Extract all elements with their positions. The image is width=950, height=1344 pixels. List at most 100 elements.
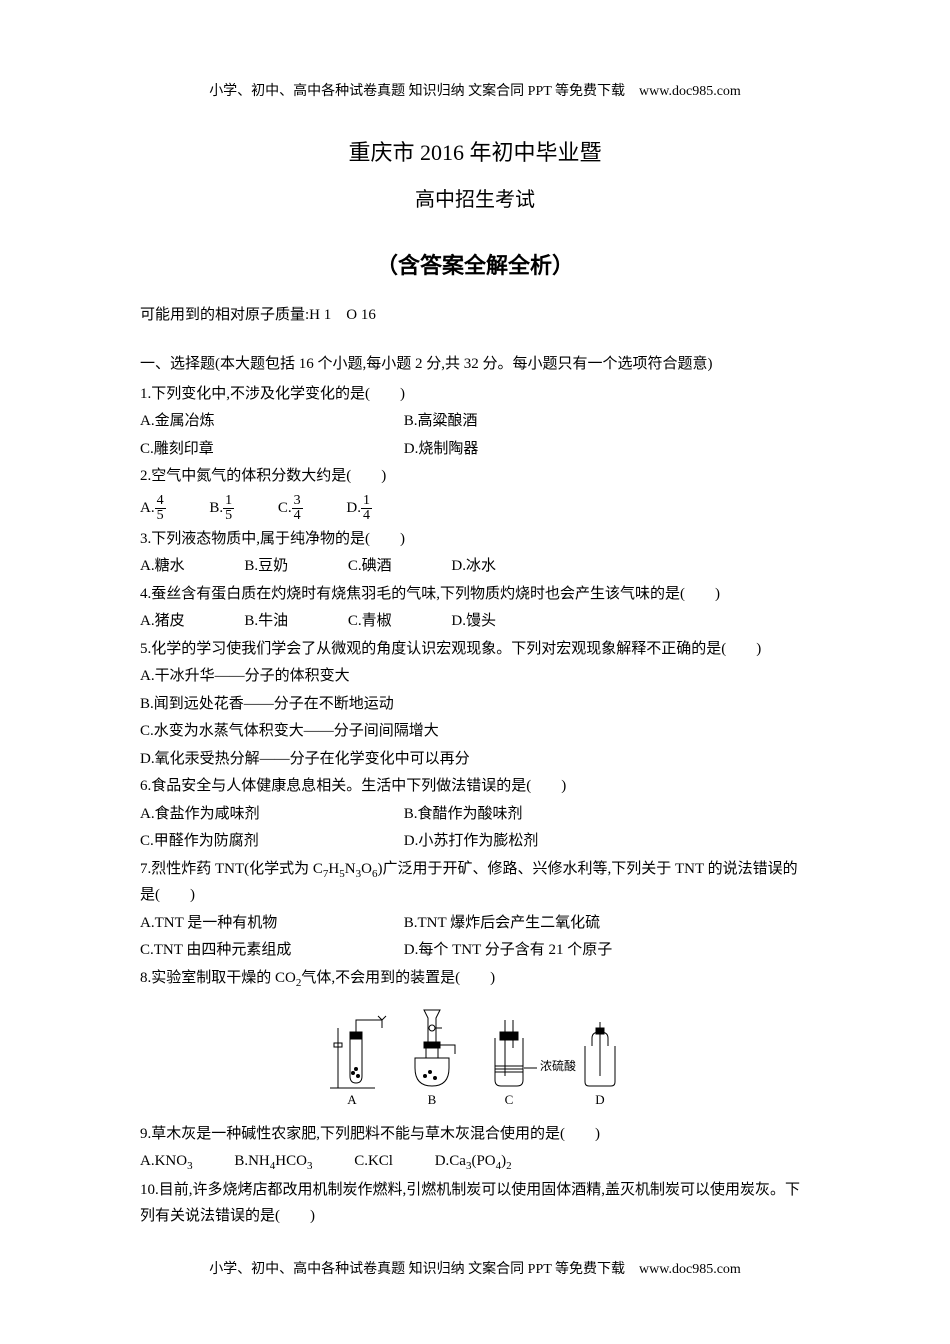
title-line-2: 高中招生考试 bbox=[140, 183, 810, 217]
q2-optD-frac: 14 bbox=[361, 494, 372, 523]
q1-optA: A.金属冶炼 bbox=[140, 409, 400, 435]
q8-stem: 8.实验室制取干燥的 CO2气体,不会用到的装置是( ) bbox=[140, 966, 810, 993]
q2-optD-den: 4 bbox=[361, 509, 372, 523]
q9-optA-text: A.KNO bbox=[140, 1153, 187, 1169]
q2-optA-den: 5 bbox=[155, 509, 166, 523]
q5-optC: C.水变为水蒸气体积变大——分子间间隔增大 bbox=[140, 719, 810, 745]
q1-optC: C.雕刻印章 bbox=[140, 437, 400, 463]
q2-optB-num: 1 bbox=[223, 494, 234, 509]
q7-options-row1: A.TNT 是一种有机物 B.TNT 爆炸后会产生二氧化硫 bbox=[140, 911, 810, 937]
q6-options-row1: A.食盐作为咸味剂 B.食醋作为酸味剂 bbox=[140, 802, 810, 828]
q6-optC: C.甲醛作为防腐剂 bbox=[140, 829, 400, 855]
q2-optA-label: A. bbox=[140, 500, 155, 516]
q4-optC: C.青椒 bbox=[348, 609, 392, 635]
q9-optB: B.NH4HCO3 bbox=[234, 1149, 312, 1176]
q8-stem-p1: 8.实验室制取干燥的 CO bbox=[140, 970, 296, 986]
q8-figure: A B 浓硫酸 C bbox=[140, 998, 810, 1118]
apparatus-svg: A B 浓硫酸 C bbox=[320, 998, 630, 1108]
q7-optD: D.每个 TNT 分子含有 21 个原子 bbox=[404, 942, 612, 958]
q2-optB-label: B. bbox=[209, 500, 223, 516]
q2-optC-num: 3 bbox=[292, 494, 303, 509]
apparatus-a bbox=[330, 1016, 386, 1088]
q6-optB: B.食醋作为酸味剂 bbox=[404, 806, 523, 822]
q5-optB: B.闻到远处花香——分子在不断地运动 bbox=[140, 692, 810, 718]
q7-stem-p3: N bbox=[345, 861, 356, 877]
q7-stem-p1: 7.烈性炸药 TNT(化学式为 C bbox=[140, 861, 323, 877]
page-header: 小学、初中、高中各种试卷真题 知识归纳 文案合同 PPT 等免费下载 www.d… bbox=[140, 80, 810, 104]
q1-options-row1: A.金属冶炼 B.高粱酿酒 bbox=[140, 409, 810, 435]
q9-stem: 9.草木灰是一种碱性农家肥,下列肥料不能与草木灰混合使用的是( ) bbox=[140, 1122, 810, 1148]
q6-optD: D.小苏打作为膨松剂 bbox=[404, 833, 539, 849]
q4-options: A.猪皮 B.牛油 C.青椒 D.馒头 bbox=[140, 609, 810, 635]
q1-stem: 1.下列变化中,不涉及化学变化的是( ) bbox=[140, 382, 810, 408]
apparatus-c bbox=[495, 1020, 523, 1086]
q6-options-row2: C.甲醛作为防腐剂 D.小苏打作为膨松剂 bbox=[140, 829, 810, 855]
q3-stem: 3.下列液态物质中,属于纯净物的是( ) bbox=[140, 527, 810, 553]
q7-optA: A.TNT 是一种有机物 bbox=[140, 911, 400, 937]
label-d: D bbox=[595, 1092, 604, 1107]
q5-optD: D.氧化汞受热分解——分子在化学变化中可以再分 bbox=[140, 747, 810, 773]
q3-optB: B.豆奶 bbox=[244, 554, 288, 580]
q9-optC: C.KCl bbox=[354, 1149, 393, 1175]
q9-optD: D.Ca3(PO4)2 bbox=[435, 1149, 512, 1176]
atomic-mass-note: 可能用到的相对原子质量:H 1 O 16 bbox=[140, 303, 810, 329]
q1-optB: B.高粱酿酒 bbox=[404, 413, 478, 429]
q9-optD-sub3: 2 bbox=[506, 1160, 512, 1172]
q3-options: A.糖水 B.豆奶 C.碘酒 D.冰水 bbox=[140, 554, 810, 580]
q9-optB-sub2: 3 bbox=[307, 1160, 313, 1172]
q5-stem: 5.化学的学习使我们学会了从微观的角度认识宏观现象。下列对宏观现象解释不正确的是… bbox=[140, 637, 810, 663]
q9-optD-text1: D.Ca bbox=[435, 1153, 466, 1169]
q2-stem: 2.空气中氮气的体积分数大约是( ) bbox=[140, 464, 810, 490]
q6-optA: A.食盐作为咸味剂 bbox=[140, 802, 400, 828]
q9-optA: A.KNO3 bbox=[140, 1149, 193, 1176]
q3-optA: A.糖水 bbox=[140, 554, 185, 580]
label-a: A bbox=[347, 1092, 357, 1107]
q2-optB: B.15 bbox=[209, 492, 234, 525]
q3-optD: D.冰水 bbox=[451, 554, 496, 580]
apparatus-b bbox=[415, 1010, 455, 1086]
label-b: B bbox=[428, 1092, 437, 1107]
q2-optC-label: C. bbox=[278, 500, 292, 516]
title-line-3: （含答案全解全析） bbox=[140, 247, 810, 284]
q2-optA-num: 4 bbox=[155, 494, 166, 509]
section-header: 一、选择题(本大题包括 16 个小题,每小题 2 分,共 32 分。每小题只有一… bbox=[140, 352, 810, 378]
q7-optB: B.TNT 爆炸后会产生二氧化硫 bbox=[404, 915, 600, 931]
q2-optC: C.34 bbox=[278, 492, 303, 525]
page-footer: 小学、初中、高中各种试卷真题 知识归纳 文案合同 PPT 等免费下载 www.d… bbox=[0, 1258, 950, 1282]
q2-optB-den: 5 bbox=[223, 509, 234, 523]
q2-optC-frac: 34 bbox=[292, 494, 303, 523]
label-c: C bbox=[505, 1092, 514, 1107]
q2-optD: D.14 bbox=[346, 492, 372, 525]
q3-optC: C.碘酒 bbox=[348, 554, 392, 580]
q9-optA-sub: 3 bbox=[187, 1160, 193, 1172]
label-acid: 浓硫酸 bbox=[540, 1058, 576, 1073]
title-line-1: 重庆市 2016 年初中毕业暨 bbox=[140, 134, 810, 171]
q4-optB: B.牛油 bbox=[244, 609, 288, 635]
q9-optB-text1: B.NH bbox=[234, 1153, 269, 1169]
q2-optD-label: D. bbox=[346, 500, 361, 516]
q8-stem-p2: 气体,不会用到的装置是( ) bbox=[301, 970, 495, 986]
q1-optD: D.烧制陶器 bbox=[404, 441, 479, 457]
q2-optA: A.45 bbox=[140, 492, 166, 525]
q4-stem: 4.蚕丝含有蛋白质在灼烧时有烧焦羽毛的气味,下列物质灼烧时也会产生该气味的是( … bbox=[140, 582, 810, 608]
q7-stem-p2: H bbox=[328, 861, 339, 877]
q2-options: A.45 B.15 C.34 D.14 bbox=[140, 492, 810, 525]
q2-optA-frac: 45 bbox=[155, 494, 166, 523]
q2-optC-den: 4 bbox=[292, 509, 303, 523]
q7-optC: C.TNT 由四种元素组成 bbox=[140, 938, 400, 964]
q4-optD: D.馒头 bbox=[451, 609, 496, 635]
q7-options-row2: C.TNT 由四种元素组成 D.每个 TNT 分子含有 21 个原子 bbox=[140, 938, 810, 964]
apparatus-d bbox=[585, 1022, 615, 1086]
q9-optD-text2: (PO bbox=[471, 1153, 495, 1169]
q4-optA: A.猪皮 bbox=[140, 609, 185, 635]
q2-optB-frac: 15 bbox=[223, 494, 234, 523]
q7-stem: 7.烈性炸药 TNT(化学式为 C7H5N3O6)广泛用于开矿、修路、兴修水利等… bbox=[140, 857, 810, 909]
q9-optB-text2: HCO bbox=[275, 1153, 307, 1169]
q7-stem-p4: O bbox=[361, 861, 372, 877]
q2-optD-num: 1 bbox=[361, 494, 372, 509]
q10-stem: 10.目前,许多烧烤店都改用机制炭作燃料,引燃机制炭可以使用固体酒精,盖灭机制炭… bbox=[140, 1178, 810, 1229]
q5-optA: A.干冰升华——分子的体积变大 bbox=[140, 664, 810, 690]
q6-stem: 6.食品安全与人体健康息息相关。生活中下列做法错误的是( ) bbox=[140, 774, 810, 800]
q9-options: A.KNO3 B.NH4HCO3 C.KCl D.Ca3(PO4)2 bbox=[140, 1149, 810, 1176]
q1-options-row2: C.雕刻印章 D.烧制陶器 bbox=[140, 437, 810, 463]
